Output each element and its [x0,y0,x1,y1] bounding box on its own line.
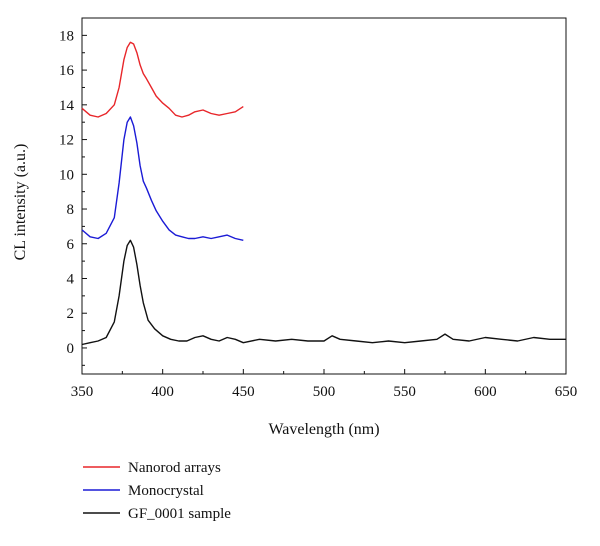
plot-frame [81,17,567,375]
y-axis-title: CL intensity (a.u.) [12,144,29,261]
series-line-gf-0001-sample [81,239,566,346]
x-axis-ticks: 350 400 450 500 550 600 650 [71,369,578,400]
y-tick-label: 8 [67,202,75,218]
legend-label: Monocrystal [128,483,204,499]
series-line-nanorod-arrays [81,41,244,118]
y-tick-label: 10 [59,167,74,183]
legend-label: GF_0001 sample [128,506,231,522]
y-tick-label: 12 [59,133,74,149]
x-axis-title: Wavelength (nm) [268,421,379,438]
x-tick-label: 600 [474,384,497,400]
y-tick-label: 6 [67,237,75,253]
y-tick-label: 4 [67,271,75,287]
x-tick-label: 650 [555,384,578,400]
legend: Nanorod arrays Monocrystal GF_0001 sample [83,460,231,522]
x-tick-label: 450 [232,384,255,400]
y-tick-label: 0 [67,341,75,357]
y-tick-label: 16 [59,63,75,79]
y-axis-ticks: 0 2 4 6 8 10 12 14 16 18 [59,17,87,366]
x-tick-label: 400 [151,384,174,400]
legend-label: Nanorod arrays [128,460,221,476]
x-tick-label: 500 [313,384,336,400]
series-line-monocrystal [81,116,244,241]
y-tick-label: 14 [59,98,75,114]
x-tick-label: 350 [71,384,94,400]
series-lines [81,41,566,346]
x-tick-label: 550 [393,384,416,400]
y-tick-label: 18 [59,28,74,44]
y-tick-label: 2 [67,306,75,322]
